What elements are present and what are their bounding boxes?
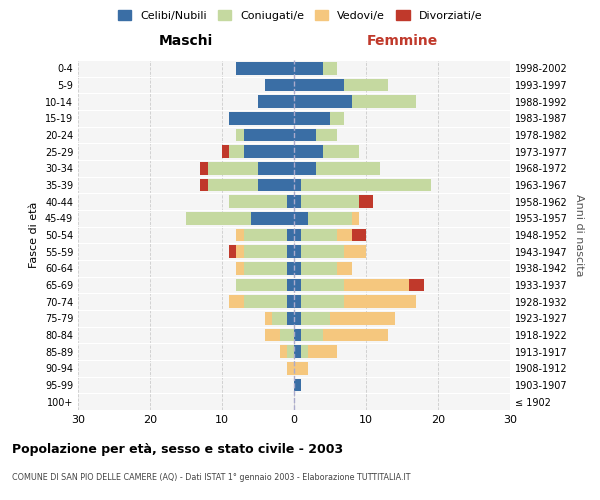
Text: COMUNE DI SAN PIO DELLE CAMERE (AQ) - Dati ISTAT 1° gennaio 2003 - Elaborazione : COMUNE DI SAN PIO DELLE CAMERE (AQ) - Da… xyxy=(12,472,410,482)
Bar xyxy=(344,296,416,308)
Bar xyxy=(323,146,359,158)
Bar xyxy=(244,129,294,141)
Bar xyxy=(265,312,272,324)
Bar xyxy=(229,246,236,258)
Bar xyxy=(308,212,352,224)
Text: Popolazione per età, sesso e stato civile - 2003: Popolazione per età, sesso e stato civil… xyxy=(12,442,343,456)
Bar xyxy=(301,346,308,358)
Bar xyxy=(236,279,287,291)
Bar xyxy=(294,262,301,274)
Bar xyxy=(301,229,337,241)
Bar xyxy=(265,79,294,92)
Bar xyxy=(236,262,244,274)
Bar xyxy=(229,296,244,308)
Bar xyxy=(301,312,330,324)
Bar xyxy=(294,196,301,208)
Y-axis label: Fasce di età: Fasce di età xyxy=(29,202,39,268)
Bar xyxy=(287,229,294,241)
Bar xyxy=(272,312,287,324)
Bar xyxy=(301,296,344,308)
Bar xyxy=(294,62,323,74)
Bar xyxy=(344,279,409,291)
Bar xyxy=(208,162,258,174)
Bar xyxy=(280,329,294,341)
Bar xyxy=(294,79,344,92)
Bar xyxy=(337,262,352,274)
Bar xyxy=(294,296,301,308)
Bar xyxy=(352,212,359,224)
Bar xyxy=(301,279,344,291)
Bar xyxy=(294,112,330,124)
Bar xyxy=(236,129,244,141)
Bar xyxy=(200,179,208,192)
Legend: Celibi/Nubili, Coniugati/e, Vedovi/e, Divorziati/e: Celibi/Nubili, Coniugati/e, Vedovi/e, Di… xyxy=(113,6,487,25)
Bar xyxy=(323,329,388,341)
Bar xyxy=(344,246,366,258)
Bar xyxy=(294,212,308,224)
Bar xyxy=(287,246,294,258)
Bar xyxy=(294,329,301,341)
Bar xyxy=(294,229,301,241)
Bar xyxy=(316,162,380,174)
Bar xyxy=(301,179,431,192)
Bar xyxy=(308,346,337,358)
Bar xyxy=(316,129,337,141)
Bar xyxy=(229,112,294,124)
Bar xyxy=(294,96,352,108)
Bar xyxy=(258,179,294,192)
Bar xyxy=(287,362,294,374)
Bar xyxy=(244,246,287,258)
Bar xyxy=(287,196,294,208)
Bar xyxy=(229,146,244,158)
Bar xyxy=(301,262,337,274)
Bar xyxy=(236,229,244,241)
Bar xyxy=(337,229,352,241)
Bar xyxy=(258,162,294,174)
Bar xyxy=(208,179,258,192)
Bar xyxy=(251,212,294,224)
Bar xyxy=(352,96,416,108)
Bar xyxy=(294,279,301,291)
Bar xyxy=(352,229,366,241)
Bar xyxy=(323,62,337,74)
Bar xyxy=(294,129,316,141)
Bar xyxy=(294,379,301,391)
Bar xyxy=(186,212,251,224)
Bar xyxy=(294,146,323,158)
Bar xyxy=(287,312,294,324)
Text: Maschi: Maschi xyxy=(159,34,213,48)
Bar xyxy=(244,262,287,274)
Bar xyxy=(280,346,287,358)
Bar xyxy=(294,179,301,192)
Bar xyxy=(330,112,344,124)
Bar xyxy=(287,346,294,358)
Bar xyxy=(244,146,294,158)
Bar xyxy=(294,362,308,374)
Bar xyxy=(294,162,316,174)
Bar xyxy=(359,196,373,208)
Bar xyxy=(222,146,229,158)
Bar xyxy=(294,312,301,324)
Bar xyxy=(200,162,208,174)
Bar xyxy=(294,346,301,358)
Bar xyxy=(244,229,287,241)
Bar xyxy=(301,329,323,341)
Bar xyxy=(265,329,280,341)
Bar xyxy=(244,296,287,308)
Bar xyxy=(287,296,294,308)
Y-axis label: Anni di nascita: Anni di nascita xyxy=(574,194,584,276)
Bar xyxy=(330,312,395,324)
Bar xyxy=(236,62,294,74)
Bar xyxy=(409,279,424,291)
Bar xyxy=(294,246,301,258)
Bar xyxy=(258,96,294,108)
Bar xyxy=(287,279,294,291)
Text: Femmine: Femmine xyxy=(367,34,437,48)
Bar xyxy=(287,262,294,274)
Bar xyxy=(344,79,388,92)
Bar xyxy=(229,196,287,208)
Bar xyxy=(301,246,344,258)
Bar xyxy=(236,246,244,258)
Bar xyxy=(301,196,359,208)
